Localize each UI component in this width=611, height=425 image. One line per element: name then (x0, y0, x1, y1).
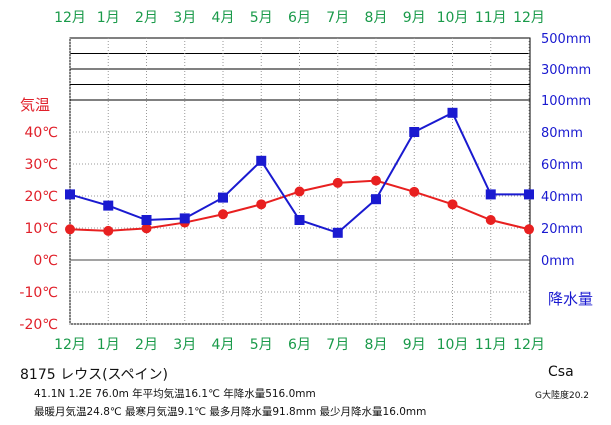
month-label-bottom: 11月 (475, 337, 507, 353)
precip-tick-label: 300mm (541, 63, 591, 78)
month-label-top: 2月 (135, 10, 158, 26)
temperature-point (332, 177, 343, 188)
continentality-index: G大陸度20.2 (535, 391, 590, 401)
month-label-top: 10月 (437, 10, 469, 26)
temperature-point (524, 224, 534, 235)
month-labels-top: 12月 1月 2月 3月 4月 5月 6月 7月 8月 9月 10月 11月 12月 (54, 10, 545, 26)
temperature-point (256, 199, 267, 210)
month-label-bottom: 10月 (437, 337, 469, 353)
station-summary-2: 最暖月気温24.8℃ 最寒月気温9.1℃ 最多月降水量91.8mm 最少月降水量… (34, 406, 427, 418)
precipitation-point (103, 200, 114, 211)
precipitation-point (65, 189, 75, 200)
month-label-top: 1月 (97, 10, 120, 26)
precip-tick-label: 60mm (541, 158, 583, 173)
month-label-bottom: 5月 (250, 337, 273, 353)
temp-tick-label: 0℃ (33, 253, 58, 269)
precipitation-point (218, 192, 228, 203)
grid (69, 37, 531, 325)
precipitation-point (447, 107, 458, 118)
month-labels-bottom: 12月 1月 2月 3月 4月 5月 6月 7月 8月 9月 10月 11月 12月 (54, 337, 545, 353)
month-label-bottom: 12月 (54, 337, 86, 353)
climate-class: Csa (548, 364, 574, 380)
temperature-axis-ticks: 40℃ 30℃ 20℃ 10℃ 0℃ -10℃ -20℃ (19, 125, 58, 333)
temp-tick-label: -20℃ (19, 317, 58, 333)
precipitation-point (294, 215, 305, 225)
month-label-top: 8月 (365, 10, 388, 26)
month-label-top: 12月 (513, 10, 545, 26)
month-label-top: 11月 (475, 10, 507, 26)
precipitation-line (69, 111, 529, 234)
temp-tick-label: 10℃ (24, 221, 58, 237)
temperature-point (371, 175, 381, 186)
precipitation-point (485, 189, 496, 200)
month-label-bottom: 4月 (212, 337, 235, 353)
temperature-point (65, 224, 75, 235)
precipitation-point (371, 194, 381, 205)
station-name: 8175 レウス(スペイン) (20, 367, 169, 383)
month-label-top: 9月 (403, 10, 426, 26)
month-label-top: 4月 (212, 10, 235, 26)
precipitation-axis-ticks: 500mm 300mm 100mm 80mm 60mm 40mm 20mm 0mm (541, 32, 591, 269)
temperature-point (141, 223, 152, 234)
month-label-bottom: 3月 (173, 337, 196, 353)
precip-tick-label: 20mm (541, 222, 583, 237)
station-summary-1: 41.1N 1.2E 76.0m 年平均気温16.1℃ 年降水量516.0mm (34, 388, 316, 400)
temp-tick-label: 30℃ (24, 157, 58, 173)
precipitation-point (256, 155, 267, 166)
precipitation-point (409, 127, 420, 137)
month-label-bottom: 8月 (365, 337, 388, 353)
month-label-top: 6月 (288, 10, 311, 26)
precipitation-point (141, 215, 152, 225)
month-label-bottom: 9月 (403, 337, 426, 353)
temperature-point (409, 186, 420, 197)
month-label-top: 3月 (173, 10, 196, 26)
temperature-point (218, 209, 228, 220)
precipitation-point (179, 213, 190, 224)
month-label-bottom: 2月 (135, 337, 158, 353)
precip-tick-label: 0mm (541, 254, 575, 269)
precipitation-point (524, 189, 534, 200)
temperature-point (294, 186, 305, 197)
precip-tick-label: 500mm (541, 32, 591, 47)
temperature-point (103, 225, 114, 236)
precipitation-axis-title: 降水量 (548, 290, 593, 308)
series-layer (65, 107, 534, 238)
precipitation-point (332, 227, 343, 238)
precip-tick-label: 40mm (541, 190, 583, 205)
precip-tick-label: 100mm (541, 94, 591, 109)
month-label-top: 12月 (54, 10, 86, 26)
temp-tick-label: -10℃ (19, 285, 58, 301)
month-label-bottom: 12月 (513, 337, 545, 353)
month-label-bottom: 1月 (97, 337, 120, 353)
temperature-point (485, 215, 496, 225)
temperature-axis-title: 気温 (20, 96, 50, 114)
precip-tick-label: 80mm (541, 126, 583, 141)
month-label-top: 5月 (250, 10, 273, 26)
month-label-bottom: 6月 (288, 337, 311, 353)
temp-tick-label: 20℃ (24, 189, 58, 205)
temperature-point (447, 199, 458, 210)
temp-tick-label: 40℃ (24, 125, 58, 141)
month-label-top: 7月 (326, 10, 349, 26)
month-label-bottom: 7月 (326, 337, 349, 353)
